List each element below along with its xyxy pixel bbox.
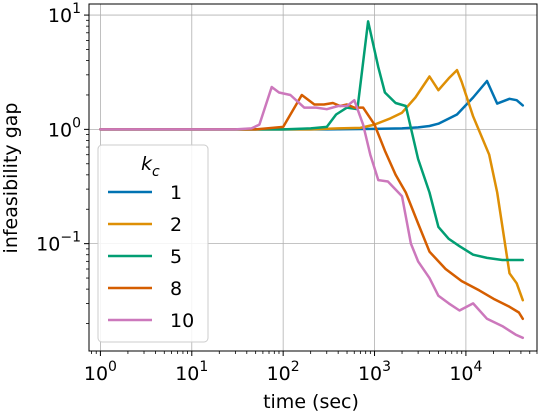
legend-label-8: 8	[170, 278, 182, 300]
x-tick-label: 102	[267, 359, 300, 385]
legend-label-1: 1	[170, 182, 182, 204]
series-line-5	[99, 20, 525, 262]
x-axis: 100 101 102 103 104	[84, 351, 538, 385]
legend-items: 1 2 5 8 10	[108, 182, 194, 332]
legend-title: kc	[141, 153, 160, 180]
x-tick-label: 104	[449, 359, 482, 385]
series-line-2	[99, 68, 525, 302]
x-tick-label: 100	[84, 359, 117, 385]
legend-label-10: 10	[170, 310, 194, 332]
legend-title-base: k	[141, 153, 153, 175]
y-axis-label: infeasibility gap	[0, 103, 22, 254]
series-line-10	[99, 85, 525, 340]
series-line-8	[99, 93, 525, 321]
x-axis-label: time (sec)	[263, 391, 359, 411]
y-tick-label: 10−1	[36, 230, 81, 256]
plot-frame	[88, 3, 538, 352]
legend: kc 1 2 5 8 10	[97, 144, 209, 343]
legend-title-sub: c	[152, 164, 160, 180]
legend-box	[97, 144, 209, 343]
x-tick-label: 101	[175, 359, 208, 385]
legend-label-2: 2	[170, 214, 182, 236]
y-axis: 10−1 100 101	[36, 1, 89, 324]
series-layer	[99, 20, 525, 340]
x-tick-label: 103	[358, 359, 391, 385]
legend-label-5: 5	[170, 246, 182, 268]
y-tick-label: 101	[48, 1, 81, 27]
y-tick-label: 100	[48, 115, 81, 141]
